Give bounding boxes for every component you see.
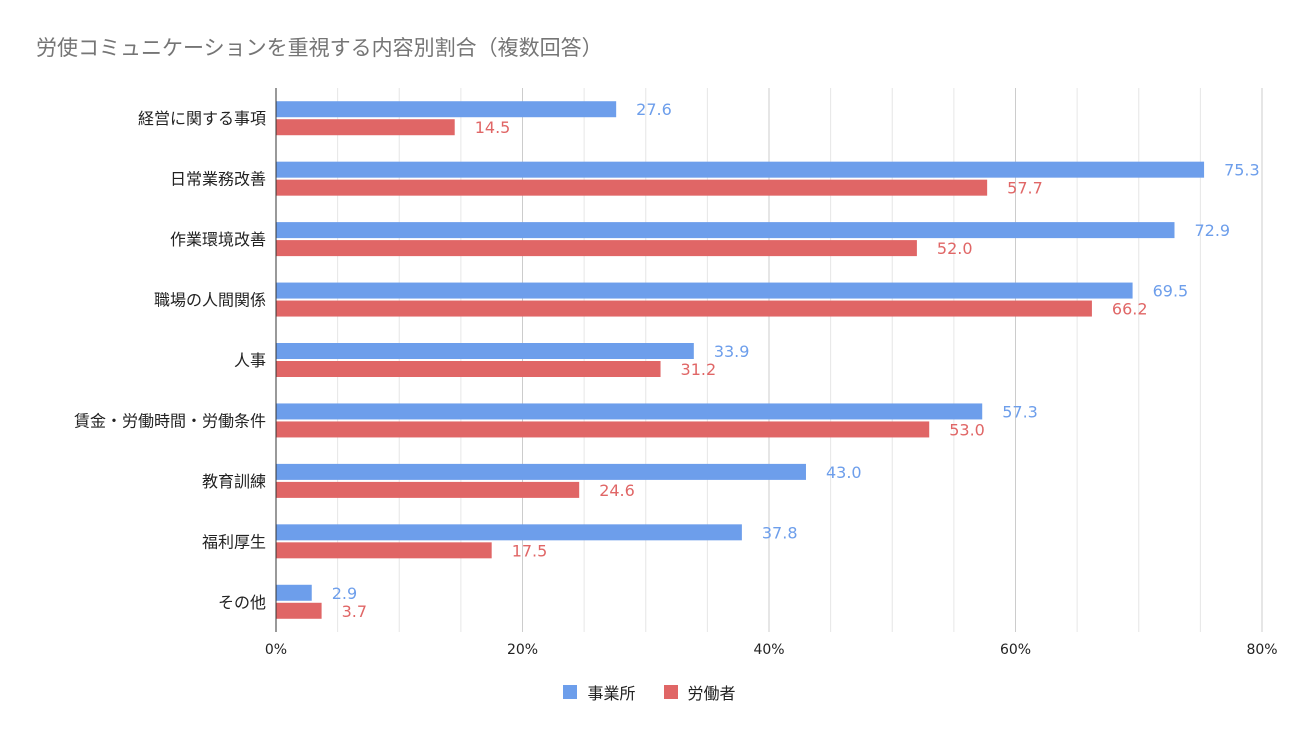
bar-rodosha: [276, 421, 930, 438]
data-label: 57.3: [1002, 402, 1038, 421]
data-label: 66.2: [1112, 300, 1148, 319]
x-tick-label: 0%: [265, 642, 287, 658]
bar-jigyosho: [276, 403, 983, 420]
bar-rodosha: [276, 602, 322, 619]
category-label: その他: [218, 593, 266, 612]
legend-swatch: [563, 685, 578, 699]
bar-jigyosho: [276, 222, 1175, 239]
category-label: 賃金・労働時間・労働条件: [74, 411, 266, 430]
data-label: 33.9: [714, 342, 750, 361]
data-label: 72.9: [1194, 221, 1230, 240]
legend-item: 労働者: [663, 680, 736, 704]
bar-jigyosho: [276, 101, 617, 118]
data-label: 57.7: [1007, 179, 1043, 198]
legend-swatch: [663, 685, 678, 699]
data-label: 53.0: [949, 420, 985, 439]
data-label: 17.5: [512, 541, 548, 560]
bar-rodosha: [276, 240, 917, 257]
data-label: 31.2: [681, 360, 717, 379]
category-label: 経営に関する事項: [138, 109, 266, 128]
legend: 事業所 労働者: [0, 680, 1299, 704]
data-label: 52.0: [937, 239, 973, 258]
bar-jigyosho: [276, 282, 1133, 299]
bar-rodosha: [276, 300, 1092, 317]
category-label: 職場の人間関係: [154, 291, 266, 310]
bar-rodosha: [276, 481, 580, 498]
data-label: 75.3: [1224, 161, 1260, 180]
data-label: 69.5: [1153, 282, 1189, 301]
category-label: 人事: [234, 351, 266, 370]
x-tick-label: 20%: [507, 642, 538, 658]
x-tick-label: 80%: [1246, 642, 1277, 658]
legend-item: 事業所: [563, 680, 636, 704]
bar-jigyosho: [276, 343, 694, 359]
data-label: 37.8: [762, 523, 798, 542]
data-label: 43.0: [826, 463, 862, 482]
bar-rodosha: [276, 179, 988, 196]
legend-label: 事業所: [587, 684, 636, 703]
category-label: 教育訓練: [202, 472, 266, 491]
category-label: 日常業務改善: [170, 170, 266, 189]
data-label: 2.9: [332, 584, 357, 603]
data-label: 27.6: [636, 100, 672, 119]
bar-jigyosho: [276, 584, 312, 601]
category-label: 作業環境改善: [170, 230, 266, 249]
x-tick-label: 60%: [1000, 642, 1031, 658]
category-label: 福利厚生: [202, 532, 266, 551]
data-label: 3.7: [342, 602, 367, 621]
x-tick-label: 40%: [753, 642, 784, 658]
chart-title: 労使コミュニケーションを重視する内容別割合（複数回答）: [36, 36, 603, 60]
legend-label: 労働者: [687, 684, 736, 703]
bar-jigyosho: [276, 161, 1205, 178]
bar-jigyosho: [276, 524, 742, 541]
data-label: 24.6: [599, 481, 635, 500]
bar-rodosha: [276, 361, 661, 377]
bar-rodosha: [276, 119, 455, 136]
bar-jigyosho: [276, 463, 806, 480]
bar-rodosha: [276, 542, 492, 559]
data-label: 14.5: [475, 118, 511, 137]
